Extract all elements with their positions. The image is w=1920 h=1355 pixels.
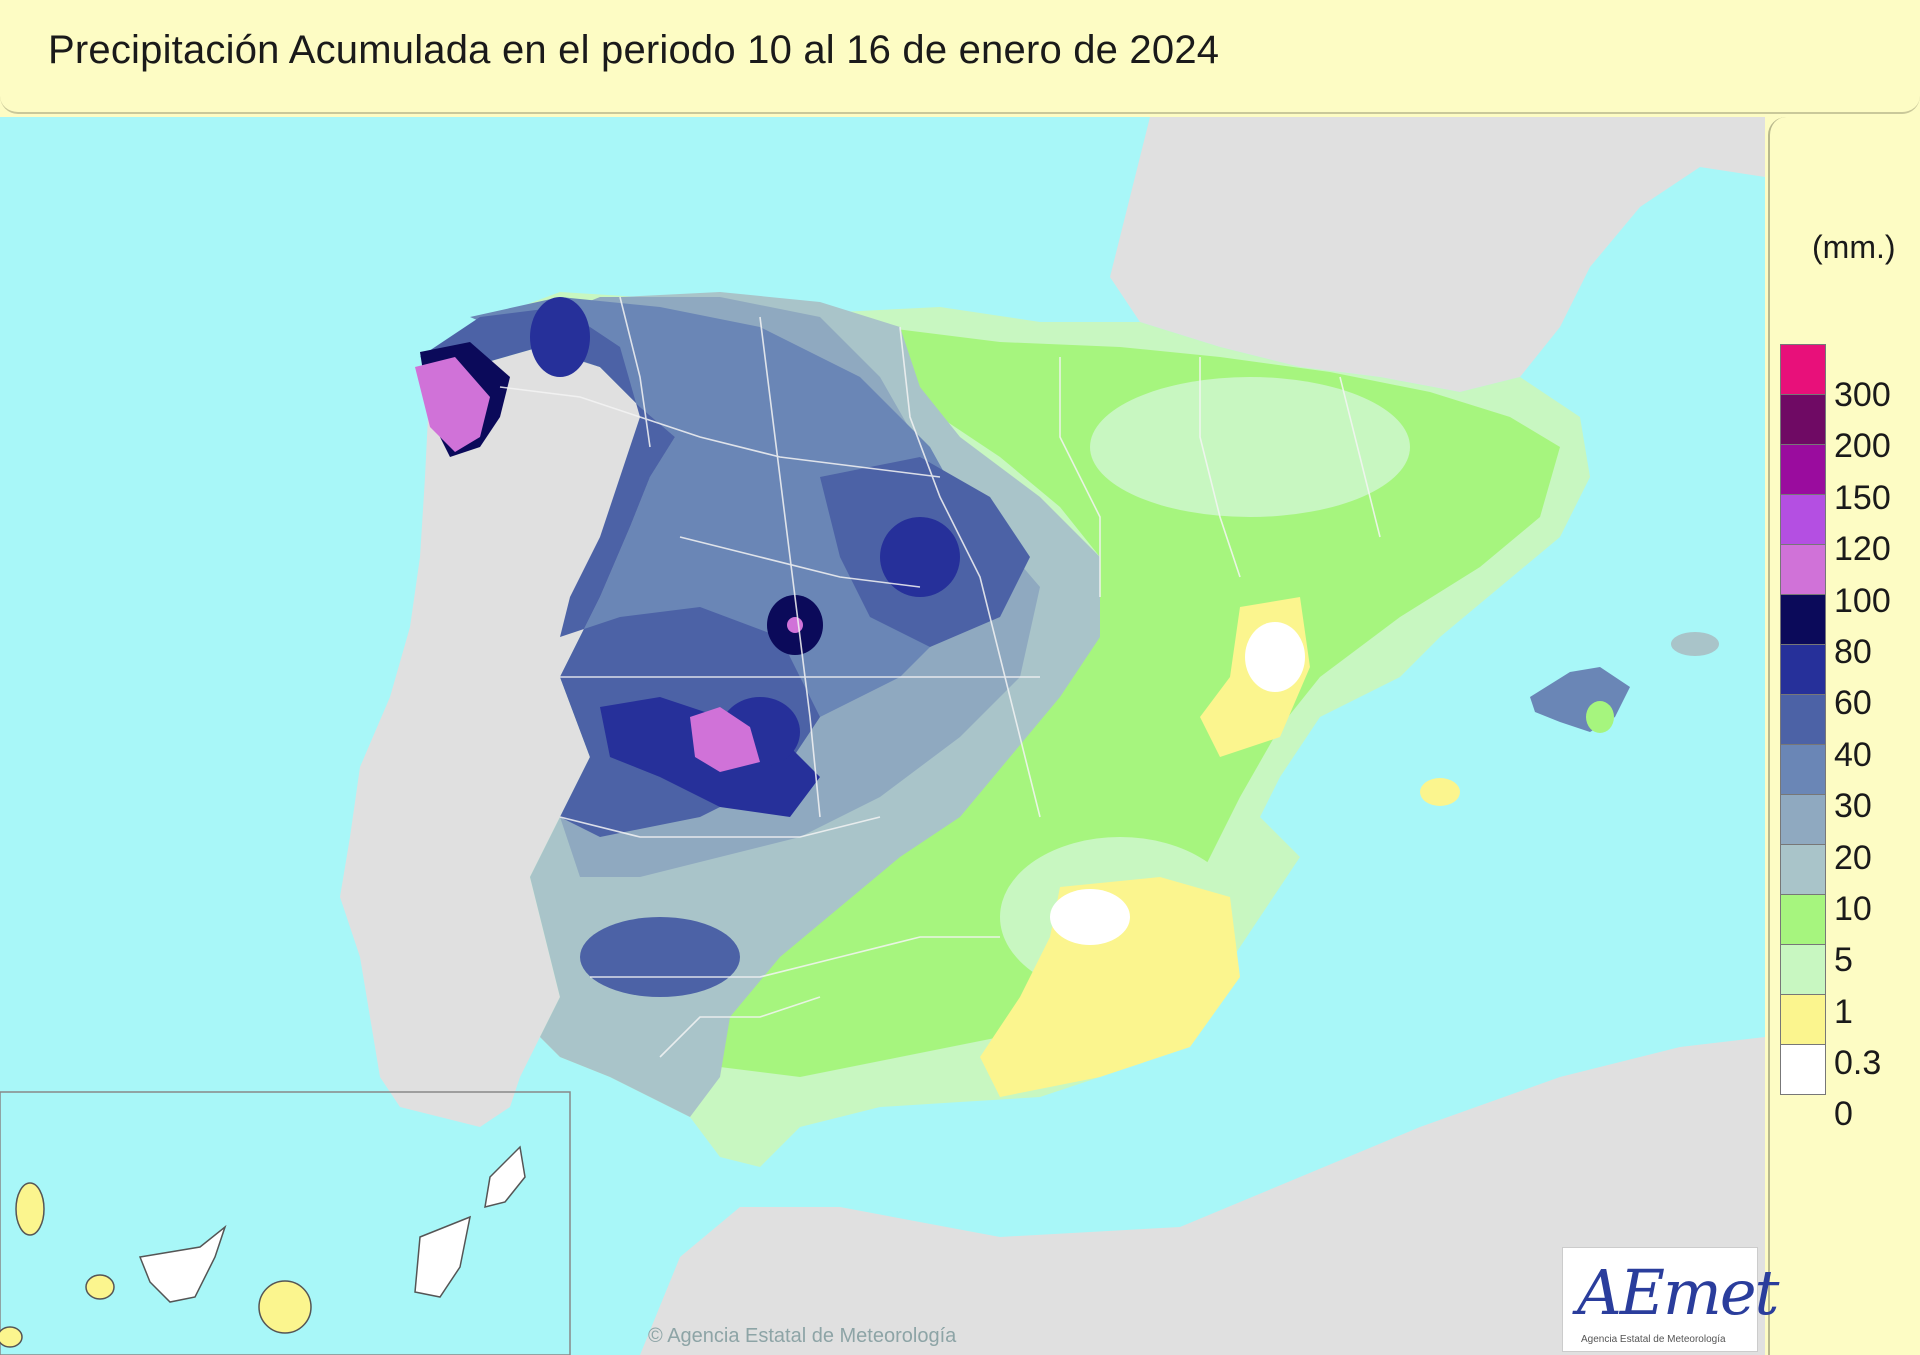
precip-zone-100mm (415, 357, 490, 452)
legend-label: 60 (1834, 684, 1872, 723)
legend-label: 200 (1834, 427, 1891, 466)
legend-unit: (mm.) (1812, 229, 1896, 265)
precip-zone-100mm (787, 617, 803, 633)
legend-swatch-5 (1780, 894, 1826, 945)
ibiza-island (1420, 778, 1460, 806)
canary-island (258, 1280, 312, 1334)
title-bar: Precipitación Acumulada en el periodo 10… (0, 0, 1920, 114)
legend-label: 0 (1834, 1095, 1853, 1134)
legend-label: 150 (1834, 478, 1891, 517)
legend-label: 40 (1834, 735, 1872, 774)
precip-zone-0mm (1050, 889, 1130, 945)
france-landmass (1110, 117, 1765, 392)
precip-zone-5mm (700, 327, 1560, 1077)
precip-zone-40mm (420, 307, 820, 837)
africa-landmass (640, 1037, 1765, 1355)
precip-zone-1mm (1090, 377, 1410, 517)
legend-panel: (mm.) 300 200 150 120 100 80 60 40 30 20… (1768, 117, 1920, 1355)
legend-label: 1 (1834, 992, 1853, 1031)
canary-island (85, 1274, 115, 1300)
legend-swatch-200 (1780, 394, 1826, 445)
map-title: Precipitación Acumulada en el periodo 10… (48, 28, 1220, 72)
legend-labels: 300 200 150 120 100 80 60 40 30 20 10 5 … (1834, 370, 1891, 1141)
precipitation-map (0, 117, 1765, 1355)
legend-swatch-40 (1780, 694, 1826, 745)
legend-label: 0.3 (1834, 1044, 1882, 1083)
precip-zone-60mm (530, 297, 590, 377)
precip-zone-100mm (690, 707, 760, 772)
precip-zone-0mm (1245, 622, 1305, 692)
canary-island (15, 1182, 45, 1236)
copyright-notice: © Agencia Estatal de Meteorología (648, 1325, 957, 1347)
legend-label: 20 (1834, 838, 1872, 877)
map-canvas (0, 117, 1765, 1355)
legend-swatch-80 (1780, 594, 1826, 645)
legend-label: 300 (1834, 376, 1891, 414)
legend-label: 120 (1834, 530, 1891, 569)
precip-zone-60mm (880, 517, 960, 597)
aemet-logo: AEmet Agencia Estatal de Meteorología (1562, 1247, 1779, 1352)
canary-island (0, 1326, 23, 1348)
legend-label: 30 (1834, 787, 1872, 826)
precip-zone-03mm (980, 877, 1240, 1097)
province-boundaries (499, 296, 1381, 1058)
legend-label: 10 (1834, 889, 1872, 928)
mallorca-island (1530, 667, 1630, 732)
legend-swatch-20 (1780, 794, 1826, 845)
aemet-logo-text: AEmet (1577, 1256, 1779, 1329)
precip-zone-40mm (580, 917, 740, 997)
legend-swatch-03 (1780, 994, 1826, 1045)
menorca-island (1671, 632, 1719, 656)
mallorca-green-zone (1586, 701, 1614, 733)
legend-swatch-300 (1780, 344, 1826, 395)
canary-inset (0, 1091, 571, 1355)
legend-swatch-60 (1780, 644, 1826, 695)
legend-swatch-0 (1780, 1044, 1826, 1095)
legend-swatch-150 (1780, 444, 1826, 495)
legend-label: 100 (1834, 581, 1891, 620)
aemet-logo-subtitle: Agencia Estatal de Meteorología (1581, 1334, 1726, 1345)
legend-swatch-10 (1780, 844, 1826, 895)
legend-swatch-100 (1780, 544, 1826, 595)
legend-label: 80 (1834, 632, 1872, 671)
legend-swatch-120 (1780, 494, 1826, 545)
canary-island (138, 1224, 227, 1303)
portugal-landmass (340, 347, 675, 1127)
canary-island (414, 1215, 472, 1298)
legend-label: 5 (1834, 941, 1853, 980)
canary-island (484, 1145, 526, 1209)
legend-swatch-1 (1780, 944, 1826, 995)
legend-swatches (1780, 344, 1826, 1095)
legend-swatch-30 (1780, 744, 1826, 795)
